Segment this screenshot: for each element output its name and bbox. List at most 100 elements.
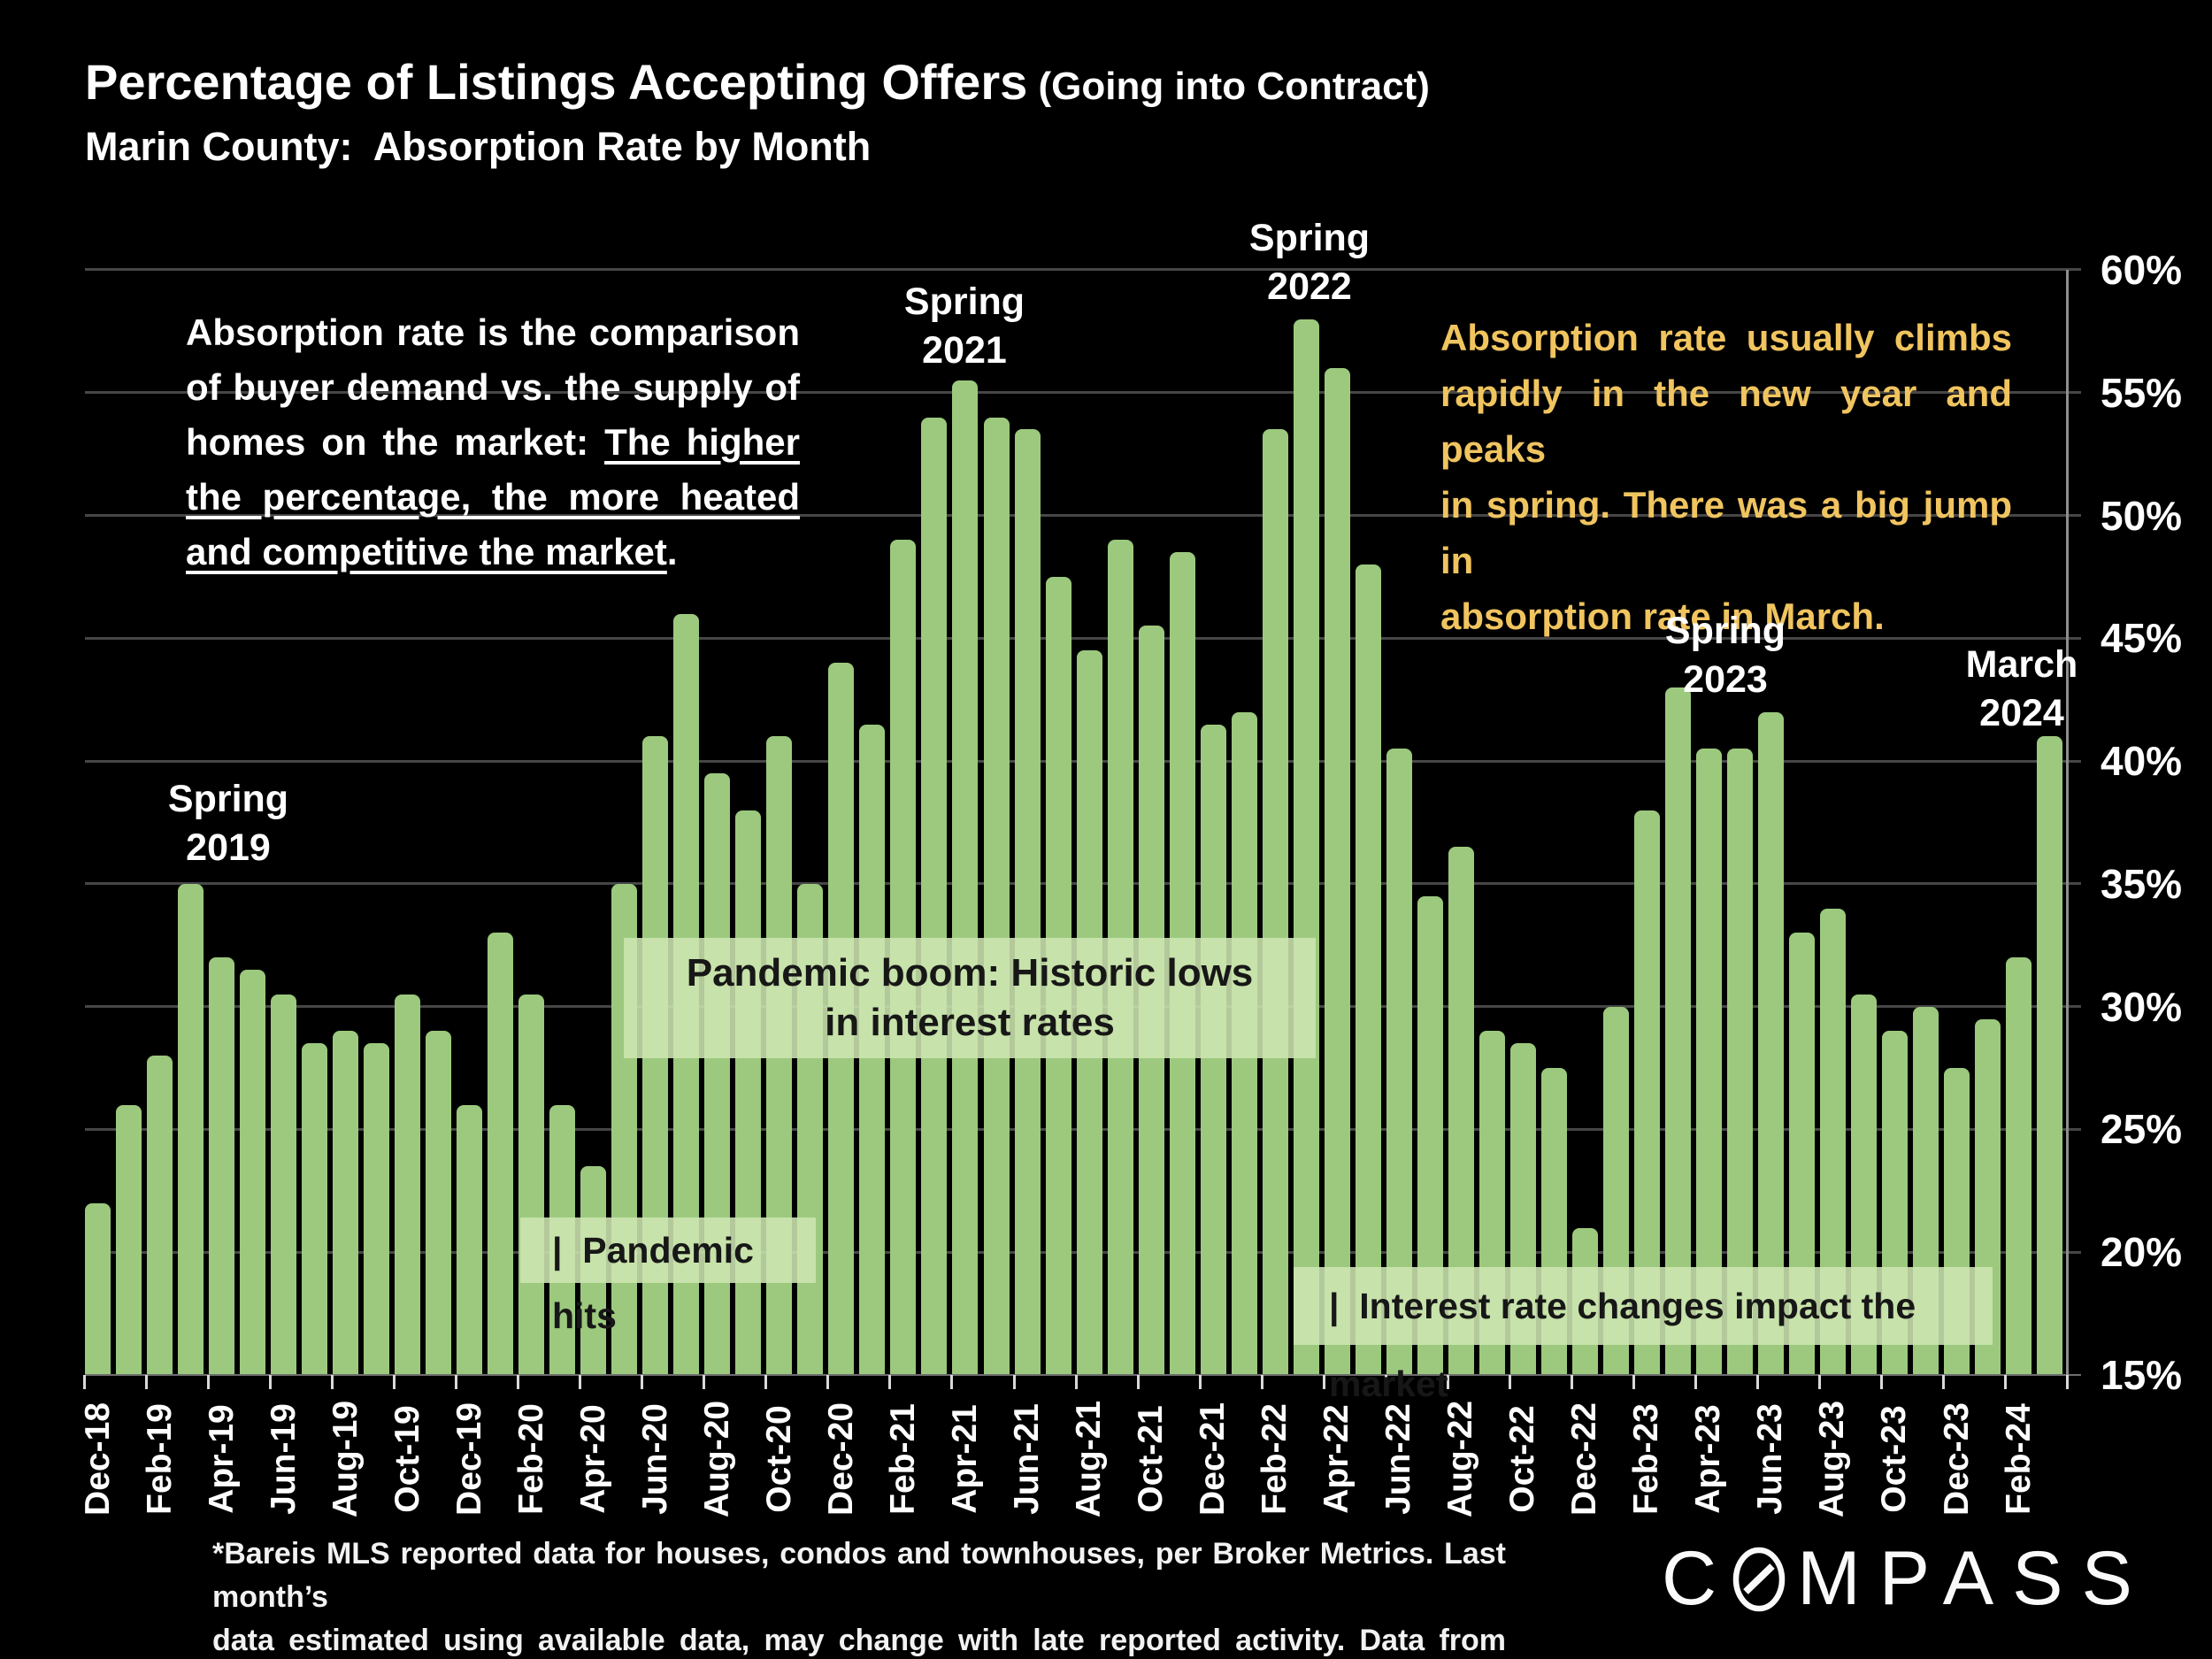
page-title: Percentage of Listings Accepting Offers … <box>85 53 1430 111</box>
x-axis-tick-label: Dec-22 <box>1565 1402 1604 1516</box>
bar <box>952 380 979 1375</box>
x-axis-tick <box>1074 1375 1078 1389</box>
bar <box>333 1031 359 1375</box>
x-axis-tick <box>1755 1375 1759 1389</box>
bar <box>1355 565 1381 1375</box>
y-axis-tick-label: 15% <box>2101 1352 2183 1398</box>
x-axis-tick <box>1322 1375 1325 1389</box>
x-axis-tick <box>826 1375 830 1389</box>
x-axis-tick <box>331 1375 334 1389</box>
x-axis-tick-label: Aug-22 <box>1441 1400 1480 1518</box>
x-axis-tick-label: Feb-19 <box>140 1403 179 1515</box>
bar <box>426 1031 452 1375</box>
y-axis-line <box>2065 269 2069 1375</box>
bar <box>1324 368 1350 1375</box>
definition-line: the percentage, the more heated <box>186 476 800 518</box>
x-axis-tick-label: Feb-23 <box>1627 1403 1666 1515</box>
x-axis-tick-label: Dec-18 <box>78 1402 117 1516</box>
definition-line: Absorption rate is the comparison <box>186 311 800 353</box>
definition-line: of buyer demand vs. the supply of <box>186 366 800 408</box>
x-axis-tick-label: Oct-19 <box>388 1405 426 1513</box>
x-axis-tick-label: Feb-22 <box>1256 1403 1294 1515</box>
insight-line: Absorption rate usually climbs <box>1440 317 2012 358</box>
compass-slashed-o-icon <box>1732 1547 1786 1612</box>
x-axis-tick <box>207 1375 211 1389</box>
x-axis-tick-label: Apr-20 <box>573 1404 612 1514</box>
x-axis-tick <box>888 1375 892 1389</box>
x-axis-tick <box>2004 1375 2007 1389</box>
insight-line: in spring. There was a big jump in <box>1440 484 2012 581</box>
bar <box>85 1202 111 1375</box>
x-axis-tick <box>1136 1375 1140 1389</box>
title-paren: (Going into Contract) <box>1027 65 1430 108</box>
x-axis-tick-label: Feb-20 <box>511 1403 550 1515</box>
x-axis-tick-label: Dec-20 <box>821 1402 860 1516</box>
x-axis-tick <box>455 1375 458 1389</box>
insight-line: rapidly in the new year and peaks <box>1440 373 2012 470</box>
x-axis-line <box>85 1374 2081 1376</box>
x-axis-tick <box>1694 1375 1697 1389</box>
y-axis-tick-label: 50% <box>2101 492 2183 539</box>
x-axis-tick-label: Aug-19 <box>326 1400 365 1518</box>
y-axis-tick-label: 35% <box>2101 860 2183 907</box>
x-axis-tick-label: Feb-21 <box>883 1403 922 1515</box>
x-axis-tick <box>1012 1375 1016 1389</box>
label-march-2024: March 2024 <box>1965 643 2078 734</box>
definition-line: and competitive the market. <box>186 531 678 572</box>
bar <box>983 417 1010 1375</box>
bar <box>240 970 266 1375</box>
x-axis-tick <box>269 1375 273 1389</box>
footnote: *Bareis MLS reported data for houses, co… <box>212 1532 1506 1659</box>
x-axis-tick <box>1198 1375 1202 1389</box>
x-axis-tick-label: Aug-23 <box>1813 1400 1852 1518</box>
logo-letter: C <box>1662 1535 1736 1621</box>
bar <box>302 1043 328 1375</box>
bar <box>735 810 762 1375</box>
banner-interest-rates: | Interest rate changes impact the marke… <box>1294 1267 1993 1404</box>
x-axis-tick-label: Apr-19 <box>202 1404 241 1514</box>
x-axis-tick <box>393 1375 396 1389</box>
y-axis-tick-label: 40% <box>2101 738 2183 785</box>
bar <box>1293 319 1319 1375</box>
banner-pandemic-boom: Pandemic boom: Historic lows in interest… <box>624 938 1316 1058</box>
x-axis-tick <box>83 1375 86 1389</box>
x-axis-tick-label: Aug-20 <box>697 1400 736 1518</box>
gridline <box>85 514 2081 518</box>
x-axis-tick <box>1879 1375 1883 1389</box>
x-axis-tick <box>950 1375 954 1389</box>
insight-line: absorption rate in March. <box>1440 595 1885 637</box>
bar <box>518 994 545 1375</box>
x-axis-tick-label: Jun-23 <box>1751 1403 1790 1515</box>
x-axis-tick-label: Feb-24 <box>1999 1403 2038 1515</box>
x-axis-tick-label: Aug-21 <box>1070 1400 1108 1518</box>
x-axis-tick-label: Apr-21 <box>945 1404 984 1514</box>
x-axis-tick <box>145 1375 148 1389</box>
x-axis-tick <box>703 1375 706 1389</box>
banner-pandemic-hits: | Pandemic hits <box>520 1217 816 1336</box>
y-axis-tick-label: 55% <box>2101 369 2183 416</box>
title-main: Percentage of Listings Accepting Offers <box>85 54 1028 110</box>
bar <box>209 957 235 1375</box>
x-axis-tick <box>1942 1375 1945 1389</box>
x-axis-tick-label: Dec-23 <box>1937 1402 1976 1516</box>
bar <box>271 994 297 1375</box>
bar <box>1262 429 1288 1375</box>
bar <box>1664 687 1691 1375</box>
compass-logo: C MPASS <box>1662 1536 2151 1621</box>
x-axis-tick <box>579 1375 582 1389</box>
gridline <box>85 268 2081 272</box>
footnote-line: *Bareis MLS reported data for houses, co… <box>212 1537 1506 1614</box>
bar <box>1014 429 1041 1375</box>
x-axis-tick-label: Jun-21 <box>1008 1403 1046 1515</box>
label-spring-2019: Spring 2019 <box>167 778 289 869</box>
x-axis-tick-label: Jun-19 <box>264 1403 303 1515</box>
x-axis-tick <box>2066 1375 2069 1389</box>
bar <box>457 1104 483 1375</box>
y-axis-tick-label: 60% <box>2101 246 2183 293</box>
bar <box>364 1043 390 1375</box>
bar <box>2006 957 2032 1375</box>
x-axis-tick <box>1446 1375 1449 1389</box>
x-axis-tick <box>641 1375 644 1389</box>
bar <box>2037 736 2062 1375</box>
gridline <box>85 636 2081 640</box>
